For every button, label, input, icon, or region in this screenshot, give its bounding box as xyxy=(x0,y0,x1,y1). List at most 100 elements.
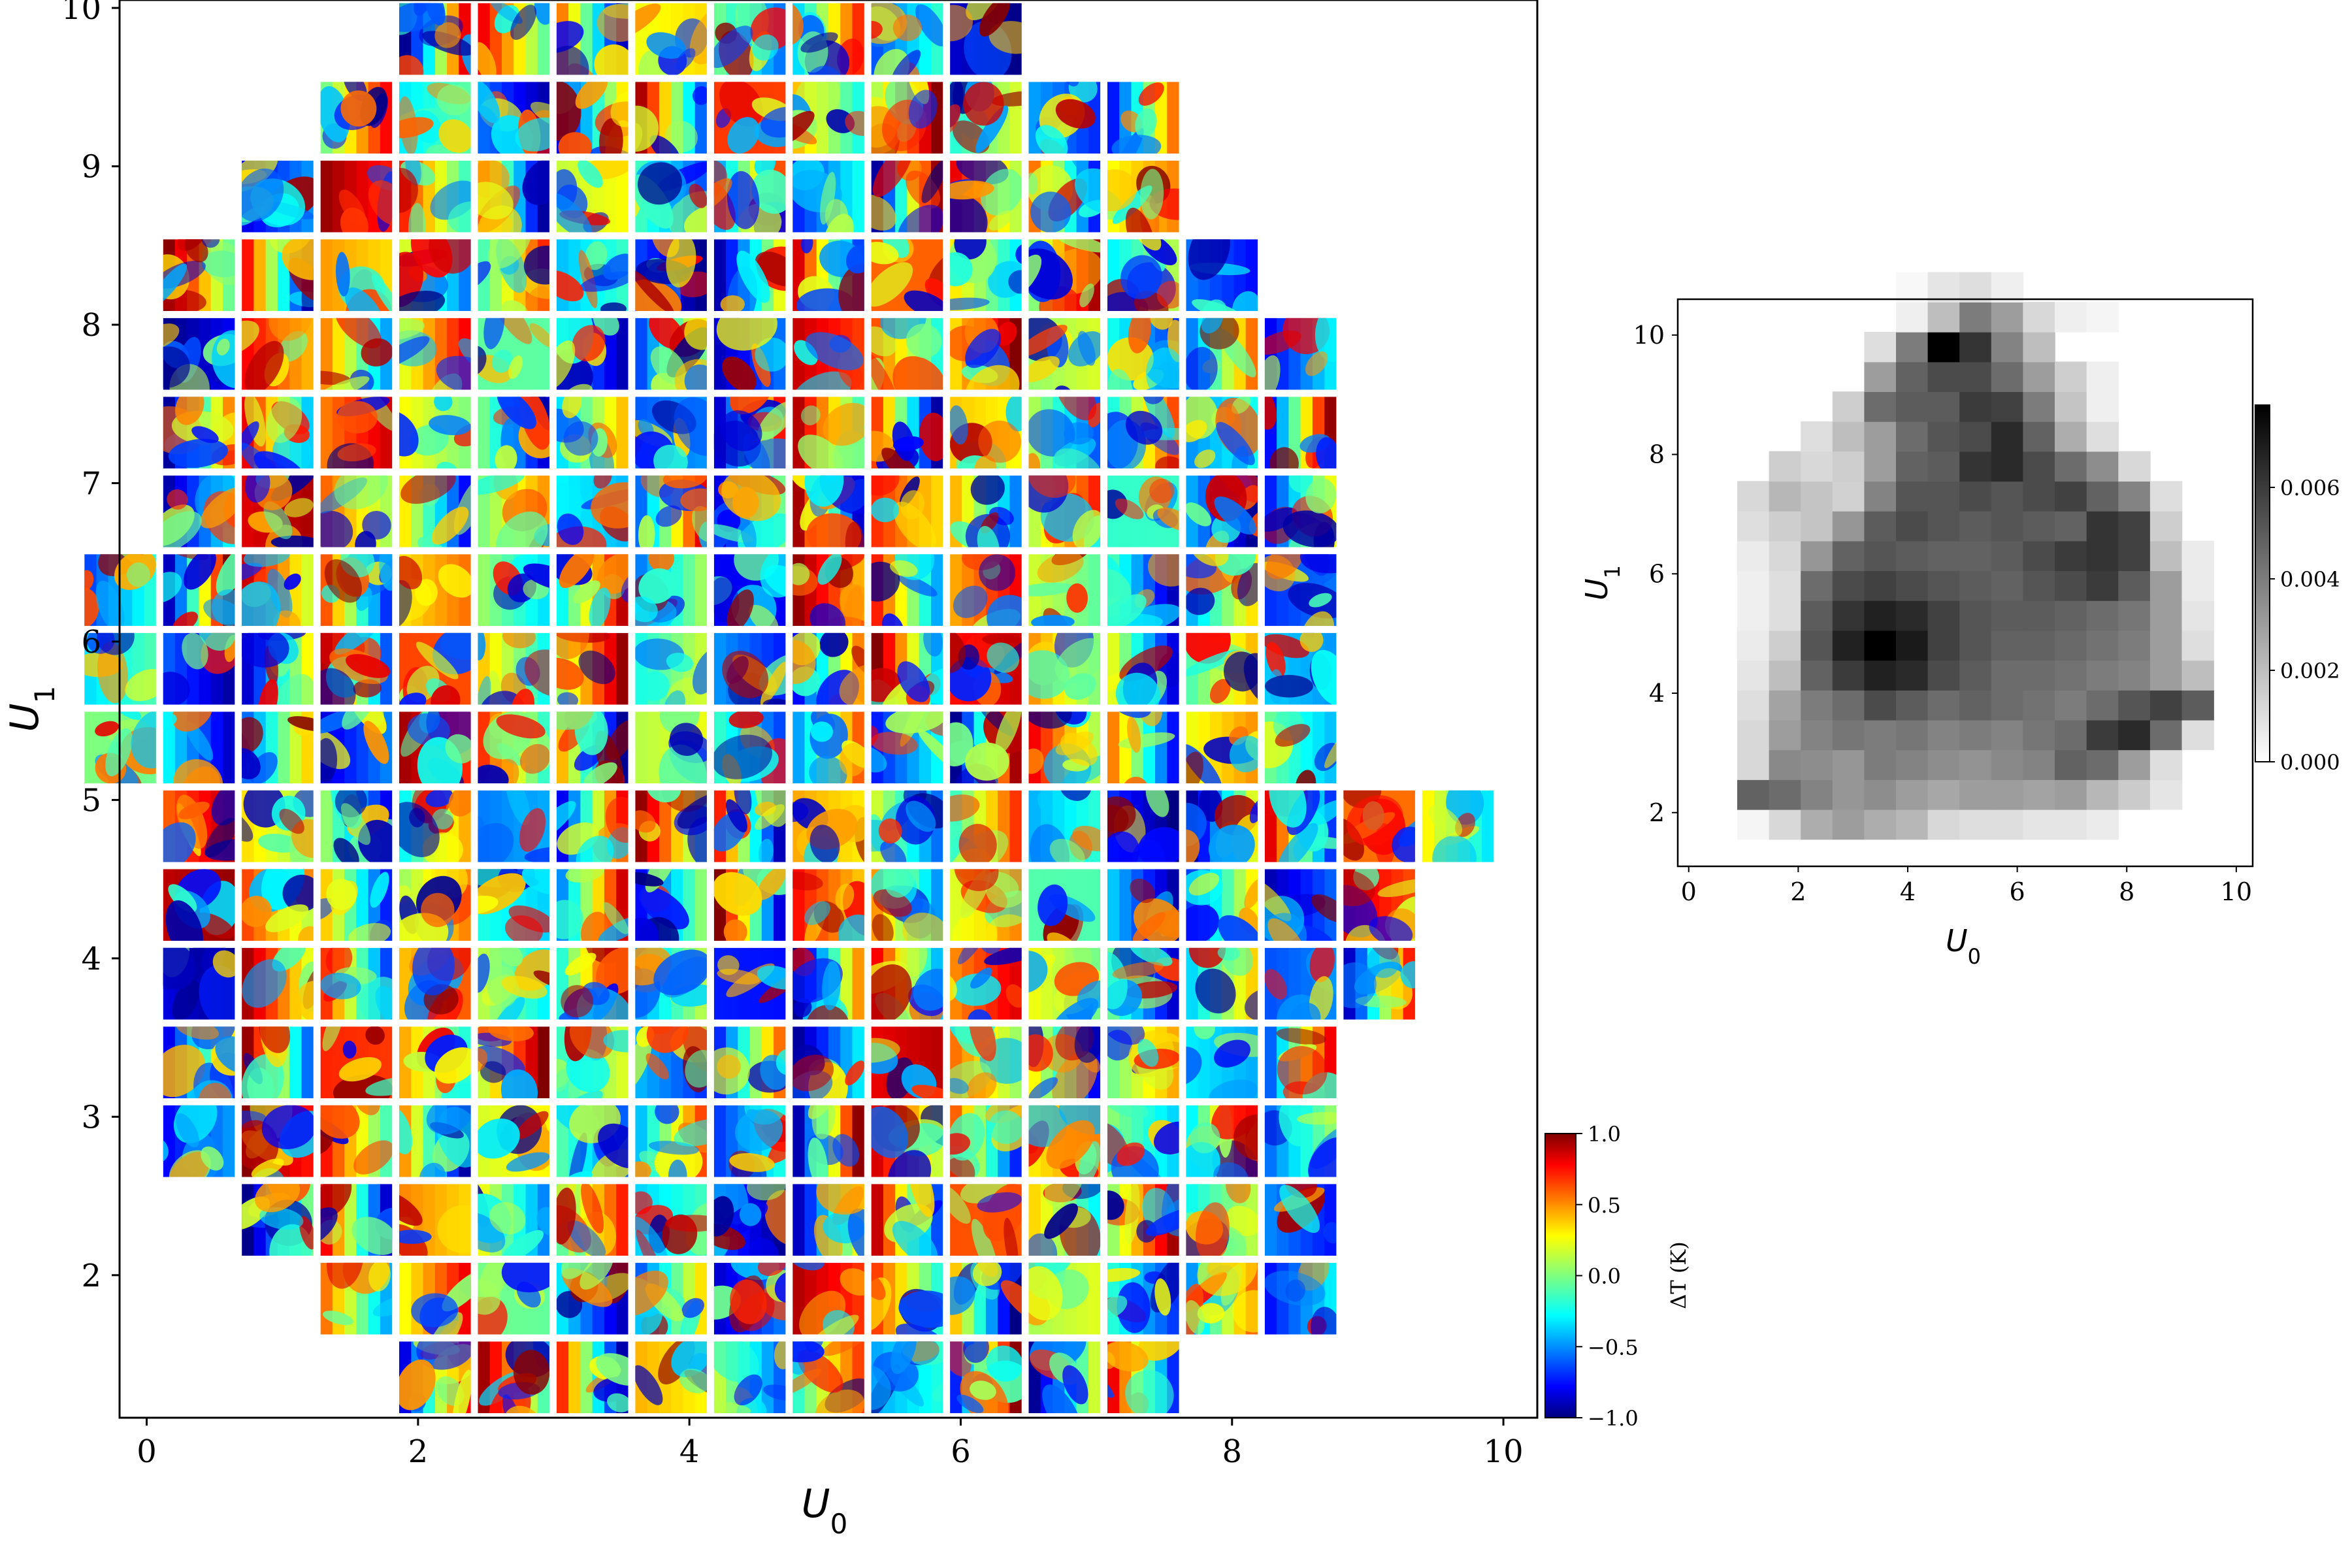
image-tile xyxy=(1186,397,1258,468)
image-tile xyxy=(163,711,235,784)
heatmap-cell xyxy=(1959,719,1992,751)
image-tile xyxy=(713,1026,786,1098)
image-tile xyxy=(871,1184,943,1256)
colorbar-tick-label: 0.002 xyxy=(2280,659,2340,683)
heatmap-cell xyxy=(1927,630,1960,661)
heatmap-cell xyxy=(1737,570,1770,601)
heatmap-cell xyxy=(1737,779,1770,810)
image-tile xyxy=(1107,160,1179,233)
heatmap-cell xyxy=(2118,749,2151,780)
x-tick-label: 0 xyxy=(137,1433,157,1470)
image-tile xyxy=(320,1105,393,1177)
image-tile xyxy=(1028,1262,1101,1335)
image-tile xyxy=(1186,1184,1258,1256)
heatmap-cell xyxy=(1896,272,1929,302)
image-tile xyxy=(713,947,786,1020)
image-tile xyxy=(320,554,393,626)
image-tile xyxy=(1028,554,1101,626)
heatmap-cell xyxy=(2023,600,2055,631)
image-tile xyxy=(792,82,864,154)
image-tile xyxy=(1264,869,1337,941)
heatmap-cell xyxy=(2118,779,2151,810)
heatmap-cell xyxy=(1927,511,1960,542)
image-tile xyxy=(242,790,314,862)
heatmap-cell xyxy=(2118,540,2151,572)
heatmap-cell xyxy=(1737,719,1770,751)
image-tile xyxy=(478,82,550,154)
image-tile xyxy=(1107,947,1179,1020)
heatmap-cell xyxy=(1864,361,1897,392)
heatmap-cell xyxy=(2023,481,2055,512)
heatmap-cell xyxy=(2055,361,2087,392)
heatmap-cell xyxy=(1959,481,1992,512)
image-tile xyxy=(478,1262,550,1335)
heatmap-cell xyxy=(1991,451,2024,482)
inset-x-axis-label: U0 xyxy=(1946,923,1981,969)
heatmap-cell xyxy=(1991,749,2024,780)
heatmap-cell xyxy=(1896,719,1929,751)
heatmap-cell xyxy=(1864,779,1897,810)
colorbar-tick-label: 0.000 xyxy=(2280,750,2340,775)
image-tile xyxy=(871,1105,943,1177)
image-tile xyxy=(399,790,471,862)
heatmap-cell xyxy=(1737,690,1770,721)
image-tile xyxy=(163,554,235,626)
heatmap-cell xyxy=(2118,451,2151,482)
image-tile xyxy=(950,1262,1022,1335)
heatmap-cell xyxy=(1991,361,2024,392)
image-tile xyxy=(635,475,707,547)
image-tile xyxy=(950,397,1022,468)
image-tile xyxy=(1264,1105,1337,1177)
image-tile xyxy=(556,554,629,626)
heatmap-cell xyxy=(2023,690,2055,721)
image-tile xyxy=(1186,475,1258,547)
image-tile xyxy=(478,869,550,941)
heatmap-cell xyxy=(1864,749,1897,780)
image-tile xyxy=(950,318,1022,390)
image-tile xyxy=(635,1026,707,1098)
heatmap-cell xyxy=(2023,391,2055,422)
inset-y-ticks: 2 4 6 8 10 xyxy=(1633,321,1678,827)
image-tile xyxy=(1264,947,1337,1020)
heatmap-cell xyxy=(1959,451,1992,482)
image-tile xyxy=(713,1184,786,1256)
image-tile xyxy=(556,475,629,547)
y-tick-label: 9 xyxy=(81,149,101,186)
x-tick-label: 2 xyxy=(408,1433,429,1470)
heatmap-cell xyxy=(1737,511,1770,542)
heatmap-cell xyxy=(2086,421,2119,452)
image-tile xyxy=(556,1026,629,1099)
main-y-axis-label: U1 xyxy=(2,686,61,732)
image-tile xyxy=(792,239,864,311)
heatmap-cell xyxy=(1991,391,2024,422)
heatmap-cell xyxy=(2181,660,2214,691)
inset-x-ticks: 0 2 4 6 8 10 xyxy=(1681,866,2252,906)
heatmap-cell xyxy=(1896,331,1929,363)
image-tile xyxy=(478,554,550,626)
image-tile xyxy=(635,318,707,390)
image-tile xyxy=(1028,82,1101,154)
heatmap-cell xyxy=(1832,719,1865,751)
y-tick-label: 2 xyxy=(1649,798,1665,827)
image-tile xyxy=(713,790,786,862)
x-tick-label: 4 xyxy=(1900,877,1916,906)
image-tile xyxy=(950,632,1022,705)
heatmap-cell xyxy=(1896,570,1929,601)
image-tile xyxy=(556,869,629,941)
x-tick-label: 8 xyxy=(2119,877,2134,906)
main-colorbar-ticks: 1.0 0.5 0.0 −0.5 −1.0 xyxy=(1576,1122,1639,1431)
heatmap-cell xyxy=(1959,331,1992,363)
heatmap-cell xyxy=(2055,481,2087,512)
image-tile xyxy=(713,160,786,233)
heatmap-cell xyxy=(1864,451,1897,482)
image-tile xyxy=(1264,1026,1337,1099)
image-tile xyxy=(242,1105,314,1177)
heatmap-cell xyxy=(1737,540,1770,572)
heatmap-cell xyxy=(2023,660,2055,691)
heatmap-cell xyxy=(1864,690,1897,721)
heatmap-cell xyxy=(1864,391,1897,422)
image-tile xyxy=(950,1105,1022,1177)
heatmap-cell xyxy=(1927,779,1960,810)
image-tile xyxy=(399,947,471,1020)
heatmap-cell xyxy=(1801,809,1833,840)
